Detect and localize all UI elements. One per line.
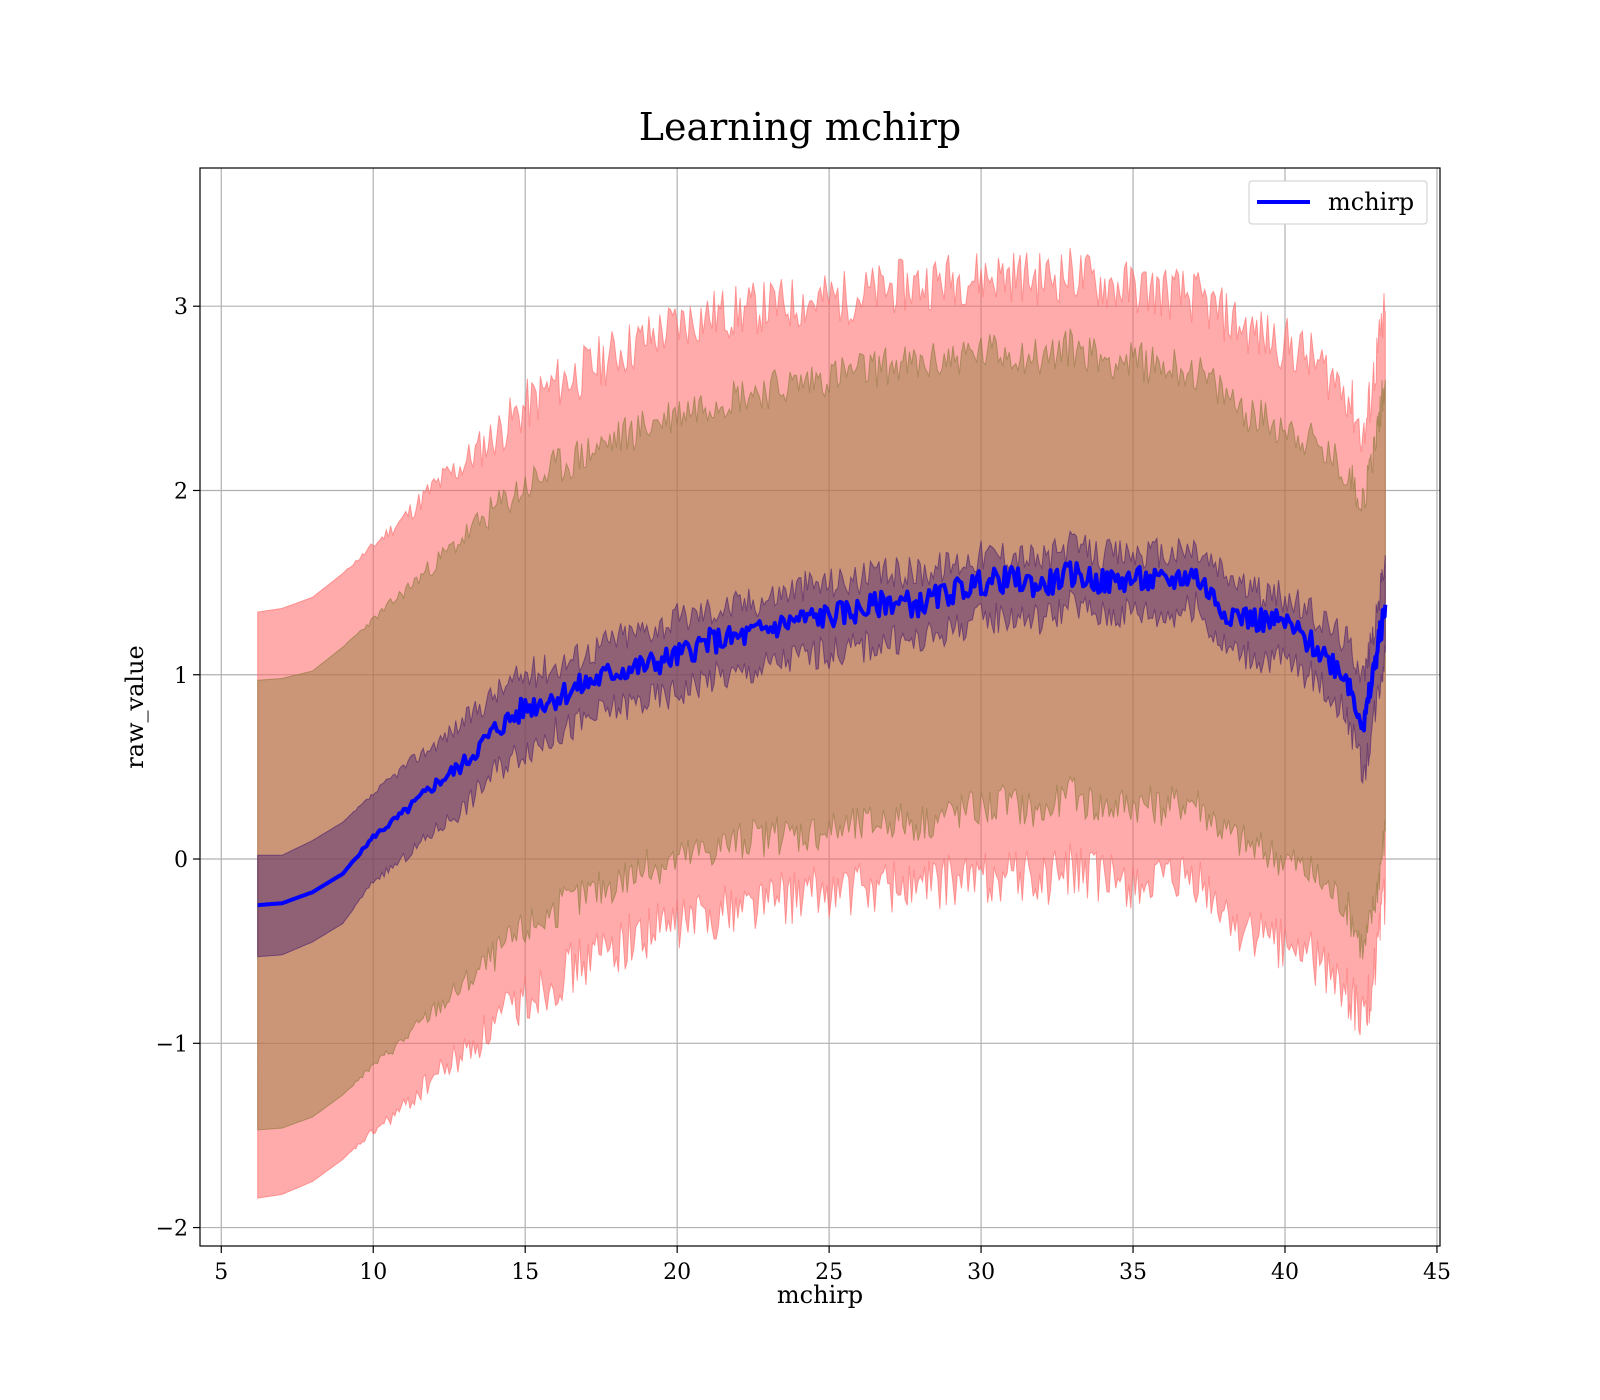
series-lines [257, 560, 1388, 908]
y-tick-label: 0 [174, 848, 188, 873]
x-tick-label: 35 [1119, 1260, 1147, 1285]
outer-band [257, 247, 1386, 1199]
x-tick-label: 15 [511, 1260, 539, 1285]
x-tick-label: 20 [663, 1260, 691, 1285]
series-line-mchirp [257, 560, 1388, 908]
chart-title: Learning mchirp [639, 105, 961, 149]
middle-band [257, 328, 1386, 1131]
x-axis-label: mchirp [777, 1281, 863, 1309]
y-axis-ticks: −2 −1 0 1 2 3 [156, 295, 200, 1242]
y-tick-label: −2 [156, 1217, 188, 1242]
x-tick-label: 30 [967, 1260, 995, 1285]
legend-label: mchirp [1328, 188, 1414, 216]
y-axis-label: raw_value [121, 645, 149, 769]
x-tick-label: 25 [815, 1260, 843, 1285]
y-tick-label: 1 [174, 664, 188, 689]
x-tick-label: 10 [359, 1260, 387, 1285]
x-tick-label: 5 [214, 1260, 228, 1285]
y-tick-label: 2 [174, 479, 188, 504]
x-axis-ticks: 5 10 15 20 25 30 35 40 45 [214, 1246, 1451, 1285]
x-tick-label: 45 [1423, 1260, 1451, 1285]
y-tick-label: −1 [156, 1032, 188, 1057]
legend: mchirp [1248, 180, 1428, 225]
x-tick-label: 40 [1271, 1260, 1299, 1285]
plot-frame [199, 167, 1441, 1247]
y-tick-label: 3 [174, 295, 188, 320]
legend-box [1248, 180, 1428, 225]
